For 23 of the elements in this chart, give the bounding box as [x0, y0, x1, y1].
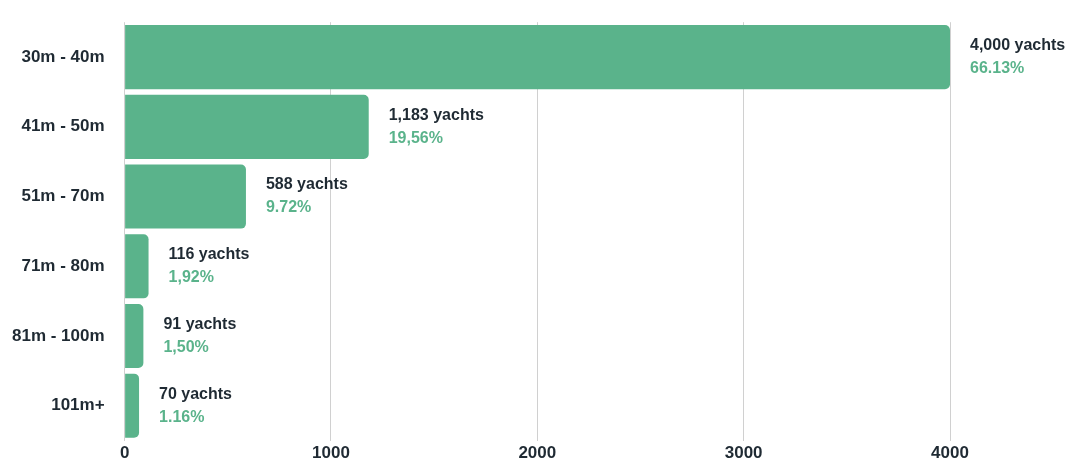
y-tick-label: 81m - 100m: [11, 325, 105, 345]
data-label: 91 yachts 1,50%: [163, 314, 237, 355]
y-tick-label: 101m+: [51, 395, 105, 415]
y-tick-label: 71m - 80m: [21, 255, 105, 275]
x-tick-label: 1000: [312, 443, 350, 463]
bar: [125, 94, 369, 159]
bar: [125, 24, 950, 90]
bar: [125, 164, 246, 229]
x-tick-label: 4000: [931, 443, 969, 463]
data-label: 4,000 yachts 66.13%: [970, 35, 1066, 76]
bar: [125, 234, 149, 299]
x-tick-label: 0: [119, 443, 130, 463]
data-label: 116 yachts 1,92%: [168, 245, 250, 286]
y-tick-label: 30m - 40m: [21, 46, 105, 66]
data-label: 588 yachts 9.72%: [265, 175, 348, 216]
y-tick-label: 41m - 50m: [21, 116, 105, 136]
bar: [125, 303, 144, 369]
x-tick-label: 3000: [724, 443, 763, 463]
x-tick-label: 2000: [518, 443, 557, 463]
y-tick-label: 51m - 70m: [21, 186, 105, 206]
data-label: 1,183 yachts 19,56%: [388, 105, 484, 146]
bar: [125, 373, 140, 438]
data-label: 70 yachts 1.16%: [159, 384, 233, 425]
